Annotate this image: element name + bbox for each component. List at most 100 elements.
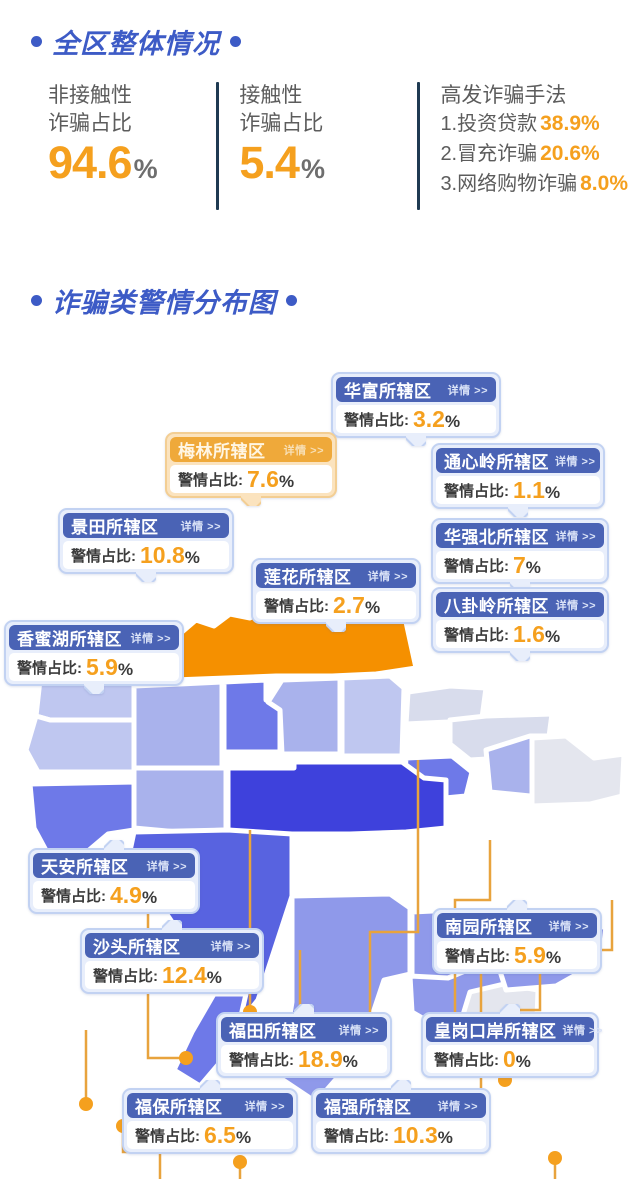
- callout-tongxinling-detail-link[interactable]: 详情 >>: [555, 455, 596, 468]
- methods-title: 高发诈骗手法: [440, 84, 567, 107]
- callout-baguailing-body: 警情占比: 1.6%: [436, 620, 604, 648]
- callout-fuqiang-header[interactable]: 福强所辖区 详情 >>: [316, 1093, 486, 1118]
- bullet-dot-left-icon: [31, 295, 42, 306]
- stat-contact-number: 5.4: [239, 136, 300, 188]
- callout-huafu-header[interactable]: 华富所辖区 详情 >>: [336, 377, 496, 402]
- callout-fuqiang[interactable]: 福强所辖区 详情 >> 警情占比: 10.3%: [311, 1088, 491, 1154]
- region-baguailing: [339, 673, 407, 759]
- region-east-pale: [529, 733, 627, 809]
- callout-xiangmihu[interactable]: 香蜜湖所辖区 详情 >> 警情占比: 5.9%: [4, 620, 184, 686]
- stat-methods: 高发诈骗手法 1.投资贷款 38.9% 2.冒充诈骗 20.6% 3.网络购物诈骗 8.0…: [420, 82, 628, 212]
- callout-pointer: [294, 1004, 314, 1015]
- callout-fuqiang-name: 福强所辖区: [324, 1098, 412, 1117]
- callout-lianhua-header[interactable]: 莲花所辖区 详情 >>: [256, 563, 416, 588]
- callout-shatou[interactable]: 沙头所辖区 详情 >> 警情占比: 12.4%: [80, 928, 264, 994]
- callout-futian-name: 福田所辖区: [229, 1022, 317, 1041]
- callout-meilin[interactable]: 梅林所辖区 详情 >> 警情占比: 7.6%: [165, 432, 337, 498]
- callout-nanyuan-header[interactable]: 南园所辖区 详情 >>: [437, 913, 597, 938]
- callout-fubao-name: 福保所辖区: [135, 1098, 223, 1117]
- callout-pointer: [104, 840, 124, 851]
- callout-huaqiangbei-detail-link[interactable]: 详情 >>: [555, 530, 596, 543]
- callout-huaqiangbei[interactable]: 华强北所辖区 详情 >> 警情占比: 7%: [431, 518, 609, 584]
- methods-list: 1.投资贷款 38.9% 2.冒充诈骗 20.6% 3.网络购物诈骗 8.0%: [440, 109, 628, 198]
- pin-nanyuan: [548, 1151, 562, 1165]
- callout-futian[interactable]: 福田所辖区 详情 >> 警情占比: 18.9%: [216, 1012, 392, 1078]
- callout-pointer: [391, 1080, 411, 1091]
- callout-fuqiang-body: 警情占比: 10.3%: [316, 1121, 486, 1149]
- stat-contact-value: 5.4%: [239, 140, 417, 185]
- callout-huanggang-header[interactable]: 皇岗口岸所辖区 详情 >>: [426, 1017, 602, 1042]
- callout-xiangmihu-header[interactable]: 香蜜湖所辖区 详情 >>: [9, 625, 179, 650]
- callout-jingtian-header[interactable]: 景田所辖区 详情 >>: [63, 513, 229, 538]
- callout-meilin-detail-link[interactable]: 详情 >>: [283, 444, 324, 457]
- callout-tongxinling-body: 警情占比: 1.1%: [436, 476, 600, 504]
- callout-pointer: [200, 1080, 220, 1091]
- bullet-dot-right-icon: [230, 36, 241, 47]
- callout-shatou-value: 12.4%: [162, 961, 222, 988]
- callout-huafu-value: 3.2%: [413, 405, 461, 432]
- callout-fubao-detail-link[interactable]: 详情 >>: [244, 1100, 285, 1113]
- metric-label: 警情占比:: [324, 1127, 389, 1145]
- callout-xiangmihu-detail-link[interactable]: 详情 >>: [130, 632, 171, 645]
- method-value: 8.0%: [580, 171, 628, 195]
- connector-tongxinling: [453, 840, 492, 1056]
- callout-fubao-body: 警情占比: 6.5%: [127, 1121, 293, 1149]
- metric-label: 警情占比:: [17, 659, 82, 677]
- callout-tianan-value: 4.9%: [110, 881, 158, 908]
- metric-label: 警情占比:: [41, 887, 106, 905]
- callout-huanggang[interactable]: 皇岗口岸所辖区 详情 >> 警情占比: 0%: [421, 1012, 602, 1078]
- metric-label: 警情占比:: [71, 547, 136, 565]
- callout-meilin-header[interactable]: 梅林所辖区 详情 >>: [170, 437, 332, 462]
- callout-lianhua-detail-link[interactable]: 详情 >>: [367, 570, 408, 583]
- callout-nanyuan[interactable]: 南园所辖区 详情 >> 警情占比: 5.9%: [432, 908, 602, 974]
- callout-baguailing-header[interactable]: 八卦岭所辖区 详情 >>: [436, 592, 604, 617]
- callout-tianan-detail-link[interactable]: 详情 >>: [146, 860, 187, 873]
- region-xiangmihu-south: [23, 713, 137, 775]
- callout-nanyuan-body: 警情占比: 5.9%: [437, 941, 597, 969]
- callout-futian-detail-link[interactable]: 详情 >>: [338, 1024, 379, 1037]
- callout-huanggang-value: 0%: [503, 1045, 531, 1072]
- callout-jingtian[interactable]: 景田所辖区 详情 >> 警情占比: 10.8%: [58, 508, 234, 574]
- callout-huafu[interactable]: 华富所辖区 详情 >> 警情占比: 3.2%: [331, 372, 501, 438]
- callout-fubao-value: 6.5%: [204, 1121, 252, 1148]
- callout-nanyuan-name: 南园所辖区: [445, 918, 533, 937]
- region-lianhua: [221, 677, 283, 755]
- callout-shatou-body: 警情占比: 12.4%: [85, 961, 259, 989]
- callout-shatou-detail-link[interactable]: 详情 >>: [210, 940, 251, 953]
- callout-baguailing-detail-link[interactable]: 详情 >>: [555, 599, 596, 612]
- callout-jingtian-body: 警情占比: 10.8%: [63, 541, 229, 569]
- callout-huaqiangbei-body: 警情占比: 7%: [436, 551, 604, 579]
- callout-huaqiangbei-name: 华强北所辖区: [444, 528, 549, 547]
- callout-nanyuan-detail-link[interactable]: 详情 >>: [548, 920, 589, 933]
- callout-fuqiang-detail-link[interactable]: 详情 >>: [437, 1100, 478, 1113]
- callout-futian-header[interactable]: 福田所辖区 详情 >>: [221, 1017, 387, 1042]
- callout-huaqiangbei-header[interactable]: 华强北所辖区 详情 >>: [436, 523, 604, 548]
- callout-jingtian-detail-link[interactable]: 详情 >>: [180, 520, 221, 533]
- callout-huaqiangbei-value: 7%: [513, 551, 541, 578]
- callout-huafu-name: 华富所辖区: [344, 382, 432, 401]
- callout-pointer: [510, 650, 530, 661]
- stat-non-contact-unit: %: [133, 153, 158, 184]
- callout-tongxinling[interactable]: 通心岭所辖区 详情 >> 警情占比: 1.1%: [431, 443, 605, 509]
- callout-tongxinling-name: 通心岭所辖区: [444, 453, 549, 472]
- callout-pointer: [84, 683, 104, 694]
- pin-jingtian: [179, 1051, 193, 1065]
- callout-tianan[interactable]: 天安所辖区 详情 >> 警情占比: 4.9%: [28, 848, 200, 914]
- bullet-dot-right-icon: [286, 295, 297, 306]
- metric-label: 警情占比:: [444, 482, 509, 500]
- callout-shatou-header[interactable]: 沙头所辖区 详情 >>: [85, 933, 259, 958]
- callout-baguailing[interactable]: 八卦岭所辖区 详情 >> 警情占比: 1.6%: [431, 587, 609, 653]
- stats-divider-2: [417, 82, 421, 210]
- stat-non-contact-label: 非接触性 诈骗占比: [48, 84, 132, 135]
- method-value: 20.6%: [540, 142, 600, 166]
- stats-divider-1: [216, 82, 220, 210]
- method-row: 2.冒充诈骗 20.6%: [440, 139, 628, 169]
- callout-fubao[interactable]: 福保所辖区 详情 >> 警情占比: 6.5%: [122, 1088, 298, 1154]
- callout-fubao-header[interactable]: 福保所辖区 详情 >>: [127, 1093, 293, 1118]
- callout-tongxinling-header[interactable]: 通心岭所辖区 详情 >>: [436, 448, 600, 473]
- callout-tianan-header[interactable]: 天安所辖区 详情 >>: [33, 853, 195, 878]
- callout-huanggang-detail-link[interactable]: 详情 >>: [562, 1024, 603, 1037]
- callout-huafu-detail-link[interactable]: 详情 >>: [447, 384, 488, 397]
- callout-pointer: [136, 571, 156, 582]
- callout-lianhua[interactable]: 莲花所辖区 详情 >> 警情占比: 2.7%: [251, 558, 421, 624]
